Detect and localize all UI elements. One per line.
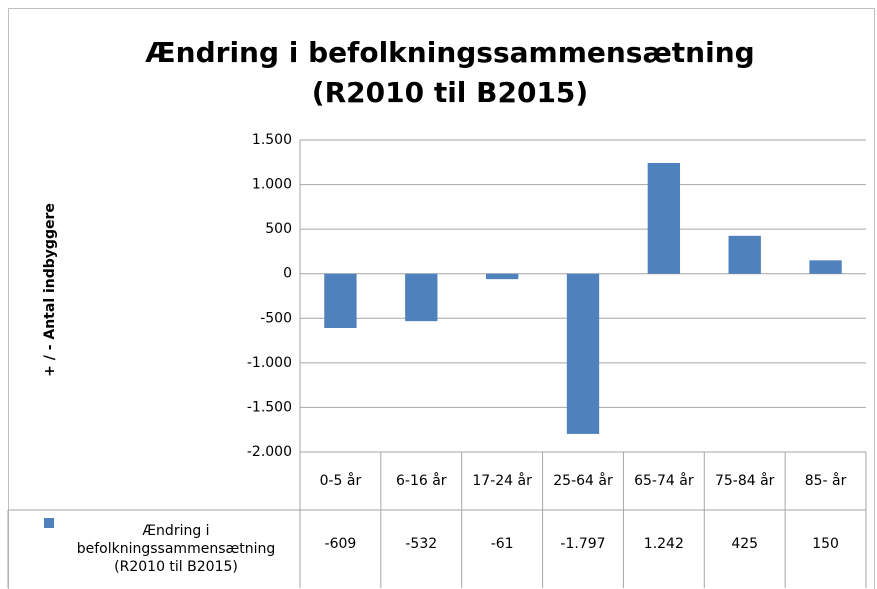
y-tick-label: -1.000 — [247, 355, 292, 371]
data-label: 1.242 — [643, 536, 684, 552]
bar — [324, 273, 357, 329]
data-label: -609 — [324, 536, 357, 552]
bar — [485, 273, 519, 280]
bar — [728, 235, 761, 274]
bar — [566, 273, 600, 434]
y-tick-label: 500 — [265, 221, 292, 237]
data-label: -532 — [405, 536, 438, 552]
x-tick-label: 17-24 år — [472, 473, 532, 489]
y-tick-label: -1.500 — [247, 399, 292, 415]
legend-swatch — [44, 518, 54, 528]
y-tick-label: -2.000 — [247, 444, 292, 460]
x-tick-label: 75-84 år — [714, 473, 775, 489]
legend-label: Ændring i befolkningssammensætning (R201… — [76, 523, 276, 575]
chart-border — [8, 8, 875, 589]
y-tick-label: 1.500 — [252, 132, 292, 148]
data-label: -1.797 — [560, 536, 606, 552]
x-tick-label: 0-5 år — [319, 473, 362, 489]
data-label: -61 — [490, 536, 514, 552]
x-tick-label: 25-64 år — [553, 473, 613, 489]
y-axis-label: + / - Antal indbyggere — [42, 203, 58, 377]
y-tick-label: -500 — [260, 310, 292, 326]
bar — [809, 260, 842, 274]
chart-title: Ændring i befolkningssammensætning (R201… — [145, 36, 755, 109]
data-label: 150 — [812, 536, 839, 552]
bar — [405, 273, 438, 322]
x-tick-label: 65-74 år — [634, 473, 694, 489]
data-label: 425 — [731, 536, 759, 552]
y-tick-label: 1.000 — [252, 177, 292, 193]
bar — [647, 162, 681, 274]
x-tick-label: 6-16 år — [395, 473, 447, 489]
x-tick-label: 85- år — [804, 473, 847, 489]
y-tick-label: 0 — [283, 266, 292, 282]
